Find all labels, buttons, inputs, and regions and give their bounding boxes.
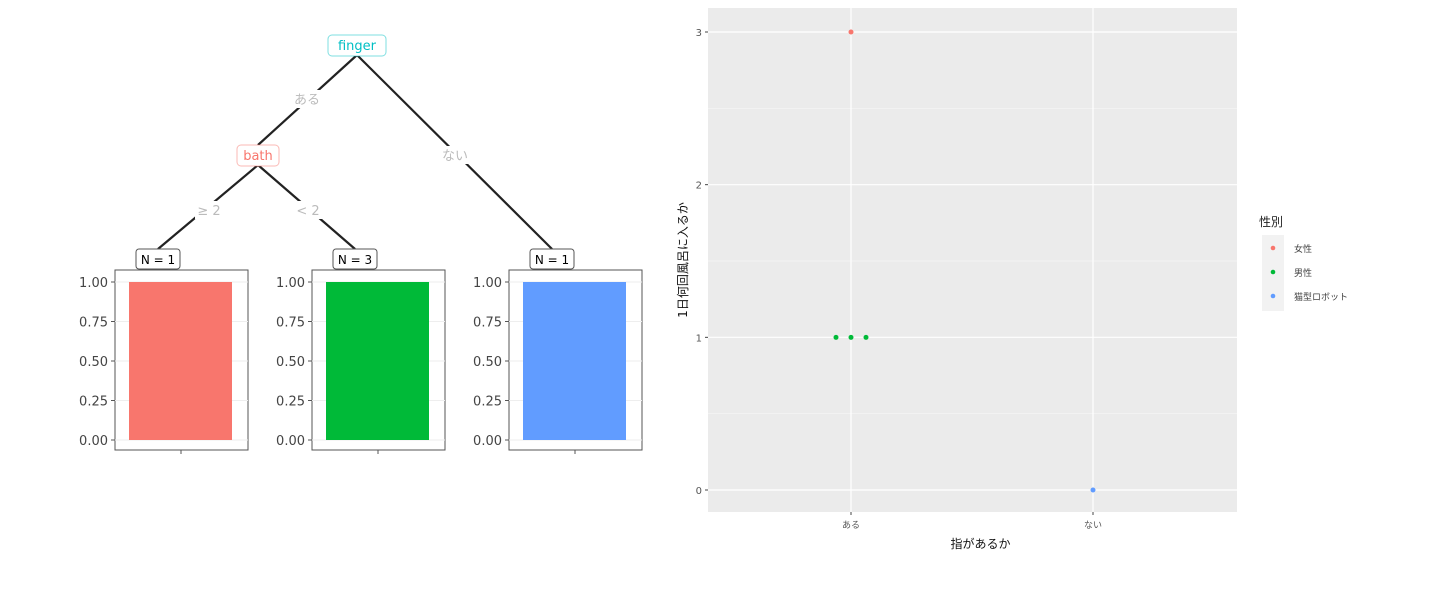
legend-label: 男性 — [1294, 267, 1312, 279]
y-tick-label: 0.25 — [79, 395, 108, 410]
data-point — [1090, 487, 1096, 493]
y-tick-label: 0.50 — [79, 355, 108, 370]
y-tick-label: 1.00 — [473, 276, 502, 291]
bar — [129, 282, 232, 440]
edge-label: < 2 — [296, 204, 319, 219]
y-tick-label: 0.50 — [473, 355, 502, 370]
node-box — [327, 34, 387, 57]
y-tick-label: 0.25 — [276, 395, 305, 410]
edge-label: ない — [442, 149, 468, 164]
x-axis-label: 指があるか — [950, 536, 1010, 551]
legend-key — [1270, 269, 1276, 275]
x-tick-label: ない — [1084, 520, 1102, 531]
y-tick-label: 0.75 — [79, 316, 108, 331]
leaf-label: N = 1 — [141, 253, 175, 267]
legend-key — [1270, 245, 1276, 251]
node-label: finger — [338, 39, 377, 54]
edge-label-bg — [293, 90, 321, 108]
y-tick-label: 0.25 — [473, 395, 502, 410]
data-point — [833, 334, 839, 340]
legend-title: 性別 — [1259, 215, 1283, 229]
legend-key — [1270, 293, 1276, 299]
edge-label-bg — [195, 201, 223, 219]
node-label: bath — [243, 149, 273, 164]
legend-label: 猫型ロボット — [1294, 291, 1348, 303]
y-tick-label: 0.75 — [276, 316, 305, 331]
data-point — [848, 334, 854, 340]
y-axis-label: 1日何回風呂に入るか — [676, 202, 690, 318]
plot-panel — [708, 8, 1237, 512]
bar — [326, 282, 429, 440]
bar — [523, 282, 626, 440]
edge-label-bg — [294, 201, 322, 219]
edge-label: ≥ 2 — [197, 204, 220, 219]
data-point — [863, 334, 869, 340]
node-box — [236, 144, 280, 167]
y-tick-label: 2 — [696, 181, 702, 192]
leaf-label: N = 1 — [535, 253, 569, 267]
y-tick-label: 0.00 — [276, 434, 305, 449]
edge-label-bg — [441, 146, 469, 164]
y-tick-label: 1.00 — [79, 276, 108, 291]
y-tick-label: 0.75 — [473, 316, 502, 331]
data-point — [848, 29, 854, 35]
y-tick-label: 1 — [696, 333, 702, 344]
y-tick-label: 0 — [696, 486, 702, 497]
y-tick-label: 3 — [696, 28, 702, 39]
edge-label: ある — [294, 93, 320, 108]
y-tick-label: 1.00 — [276, 276, 305, 291]
leaf-label-box — [135, 248, 181, 270]
leaf-label-box — [332, 248, 378, 270]
legend-label: 女性 — [1294, 243, 1312, 255]
y-tick-label: 0.00 — [473, 434, 502, 449]
y-tick-label: 0.50 — [276, 355, 305, 370]
leaf-label-box — [529, 248, 575, 270]
x-tick-label: ある — [842, 520, 860, 531]
y-tick-label: 0.00 — [79, 434, 108, 449]
leaf-label: N = 3 — [338, 253, 372, 267]
